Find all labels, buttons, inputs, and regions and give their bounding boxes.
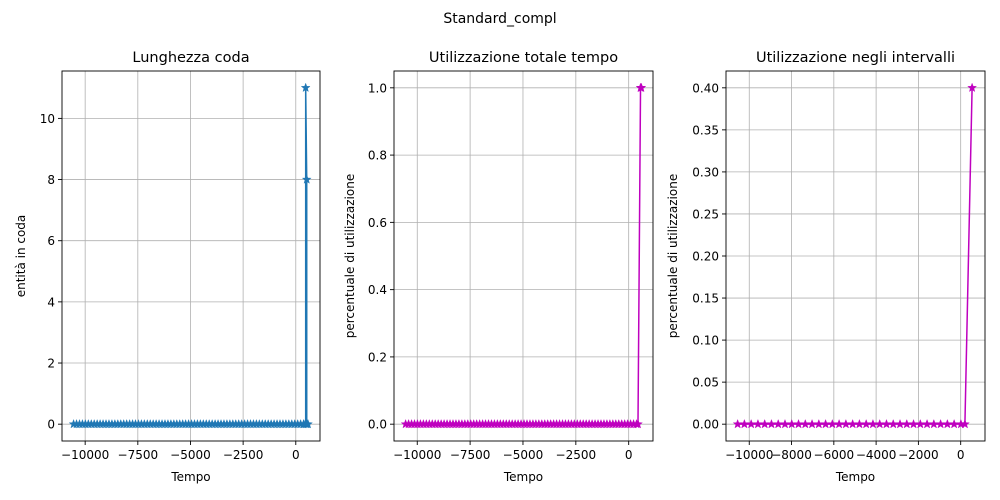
data-point-marker bbox=[759, 419, 770, 429]
data-point-marker bbox=[766, 419, 777, 429]
data-point-marker bbox=[935, 419, 946, 429]
data-point-marker bbox=[746, 419, 757, 429]
data-point-marker bbox=[847, 419, 858, 429]
y-tick-label: 0.20 bbox=[692, 250, 719, 264]
data-point-marker bbox=[949, 419, 960, 429]
axes-frame bbox=[393, 70, 654, 442]
y-axis-label: percentuale di utilizzazione bbox=[666, 174, 680, 338]
figure-title: Standard_compl bbox=[443, 11, 556, 27]
subplot-3: −10000−8000 −6000 −4000 −2000 0 0.00 0.05 0.10 0… bbox=[666, 50, 986, 484]
data-point-marker bbox=[827, 419, 838, 429]
x-tick-label: −7500 bbox=[450, 448, 491, 462]
data-point-marker bbox=[895, 419, 905, 429]
subplot-title: Utilizzazione totale tempo bbox=[429, 50, 618, 66]
data-point-marker bbox=[793, 419, 804, 429]
data-point-marker bbox=[881, 419, 892, 429]
x-tick-label: −5000 bbox=[170, 448, 211, 462]
data-point-marker bbox=[908, 419, 919, 429]
data-point-marker bbox=[780, 419, 790, 429]
data-point-marker bbox=[732, 419, 743, 429]
data-point-marker bbox=[300, 82, 311, 93]
x-tick-label: −4000 bbox=[856, 448, 897, 462]
y-tick-label: 0.15 bbox=[692, 292, 719, 306]
x-axis-label: Tempo bbox=[170, 470, 210, 484]
x-tick-label: −10000 bbox=[61, 448, 109, 462]
data-point-marker bbox=[888, 419, 899, 429]
data-point-marker bbox=[834, 419, 845, 429]
data-point-marker bbox=[915, 419, 926, 429]
x-tick-label: −5000 bbox=[503, 448, 544, 462]
x-axis-label: Tempo bbox=[503, 470, 543, 484]
y-tick-label: 4 bbox=[47, 295, 55, 309]
subplot-title: Utilizzazione negli intervalli bbox=[756, 50, 955, 66]
data-point-marker bbox=[773, 419, 784, 429]
x-tick-label: −10000 bbox=[725, 448, 773, 462]
y-tick-label: 0.8 bbox=[368, 149, 387, 163]
x-tick-label: −8000 bbox=[771, 448, 812, 462]
y-tick-label: 0.05 bbox=[692, 376, 719, 390]
data-point-marker bbox=[959, 419, 970, 429]
y-tick-label: 0 bbox=[47, 418, 55, 432]
x-tick-label: −6000 bbox=[814, 448, 855, 462]
x-tick-label: 0 bbox=[625, 448, 633, 462]
y-tick-label: 2 bbox=[47, 357, 55, 371]
y-tick-label: 10 bbox=[40, 112, 55, 126]
data-point-marker bbox=[820, 419, 831, 429]
y-tick-label: 0.10 bbox=[692, 334, 719, 348]
x-tick-label: −2500 bbox=[223, 448, 264, 462]
data-point-marker bbox=[967, 82, 978, 93]
x-tick-label: 0 bbox=[957, 448, 965, 462]
data-point-marker bbox=[813, 419, 824, 429]
x-tick-label: −7500 bbox=[118, 448, 159, 462]
subplot-1: −10000 −7500 −5000 −2500 0 0 2 4 6 8 10 Lunghezza c… bbox=[14, 50, 321, 484]
y-tick-label: 0.4 bbox=[368, 283, 387, 297]
axes-frame bbox=[61, 70, 321, 442]
y-tick-label: 0.2 bbox=[368, 350, 387, 364]
data-point-marker bbox=[753, 419, 763, 429]
x-tick-label: −10000 bbox=[393, 448, 441, 462]
x-tick-label: −2000 bbox=[898, 448, 939, 462]
x-axis-label: Tempo bbox=[835, 470, 875, 484]
y-tick-label: 0.25 bbox=[692, 207, 719, 221]
data-point-marker bbox=[854, 419, 865, 429]
series-line bbox=[405, 87, 642, 425]
y-axis-label: entità in coda bbox=[14, 215, 28, 298]
data-point-marker bbox=[800, 419, 811, 429]
subplot-title: Lunghezza coda bbox=[132, 50, 249, 66]
y-tick-label: 0.30 bbox=[692, 165, 719, 179]
data-point-marker bbox=[636, 82, 647, 93]
data-point-marker bbox=[901, 419, 912, 429]
y-tick-label: 0.6 bbox=[368, 216, 387, 230]
y-tick-label: 0.0 bbox=[368, 418, 387, 432]
y-tick-label: 6 bbox=[47, 234, 55, 248]
data-point-marker bbox=[303, 419, 313, 429]
x-tick-label: 0 bbox=[292, 448, 300, 462]
subplot-2: −10000 −7500 −5000 −2500 0 0.0 0.2 0.4 0.6 0.8 1.0… bbox=[343, 50, 654, 484]
x-tick-label: −2500 bbox=[556, 448, 597, 462]
data-point-marker bbox=[928, 419, 939, 429]
data-point-marker bbox=[874, 419, 885, 429]
data-point-marker bbox=[301, 174, 312, 184]
y-tick-label: 8 bbox=[47, 173, 55, 187]
data-point-marker bbox=[922, 419, 932, 429]
y-tick-label: 1.0 bbox=[368, 81, 387, 95]
y-tick-label: 0.00 bbox=[692, 418, 719, 432]
data-point-marker bbox=[739, 419, 750, 429]
data-point-marker bbox=[840, 419, 851, 429]
data-point-marker bbox=[807, 419, 817, 429]
y-tick-label: 0.35 bbox=[692, 123, 719, 137]
data-point-marker bbox=[942, 419, 953, 429]
y-tick-label: 0.40 bbox=[692, 81, 719, 95]
data-point-marker bbox=[633, 419, 643, 429]
y-axis-label: percentuale di utilizzazione bbox=[343, 174, 357, 338]
data-point-marker bbox=[861, 419, 872, 429]
